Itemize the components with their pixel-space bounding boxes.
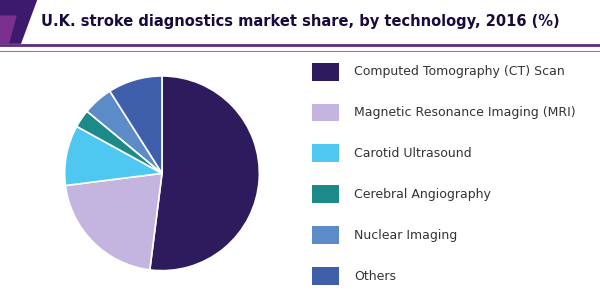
Text: Carotid Ultrasound: Carotid Ultrasound <box>354 147 472 160</box>
Text: Computed Tomography (CT) Scan: Computed Tomography (CT) Scan <box>354 65 565 78</box>
Wedge shape <box>110 76 162 173</box>
Wedge shape <box>65 173 162 270</box>
FancyBboxPatch shape <box>312 63 339 81</box>
Text: Magnetic Resonance Imaging (MRI): Magnetic Resonance Imaging (MRI) <box>354 106 575 119</box>
Polygon shape <box>0 16 17 44</box>
Text: U.K. stroke diagnostics market share, by technology, 2016 (%): U.K. stroke diagnostics market share, by… <box>41 14 559 29</box>
Text: Cerebral Angiography: Cerebral Angiography <box>354 188 491 201</box>
Wedge shape <box>65 127 162 186</box>
FancyBboxPatch shape <box>312 185 339 203</box>
FancyBboxPatch shape <box>312 104 339 122</box>
FancyBboxPatch shape <box>312 226 339 244</box>
Wedge shape <box>87 91 162 173</box>
FancyBboxPatch shape <box>312 145 339 162</box>
Text: Nuclear Imaging: Nuclear Imaging <box>354 229 457 242</box>
Text: Others: Others <box>354 270 396 283</box>
FancyBboxPatch shape <box>312 267 339 285</box>
Wedge shape <box>77 111 162 173</box>
Wedge shape <box>150 76 259 271</box>
Polygon shape <box>0 0 37 44</box>
